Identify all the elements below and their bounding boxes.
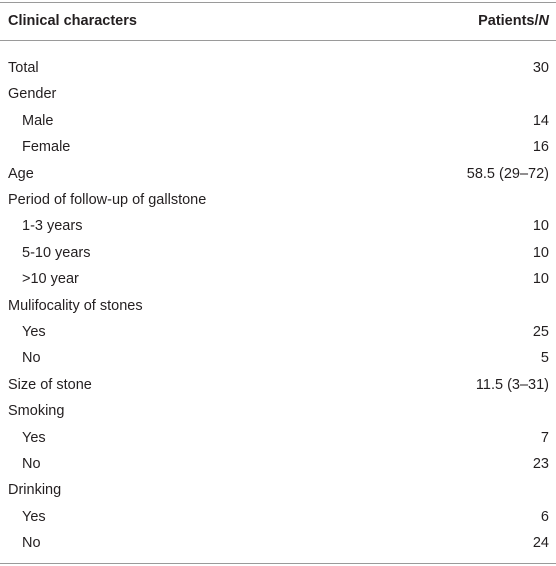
row-value: 16 (532, 139, 549, 156)
row-value: 10 (532, 218, 549, 235)
sub-row-label: Yes (22, 508, 46, 525)
sub-row-label: 1-3 years (22, 218, 83, 235)
row-value: 11.5 (3–31) (475, 376, 549, 393)
sub-row-label: No (22, 350, 41, 367)
row-label: Period of follow-up of gallstone (8, 192, 207, 208)
row-label: Smoking (8, 403, 65, 420)
row-value: 25 (532, 324, 549, 340)
row-value: 5 (540, 350, 549, 367)
sub-row-label: No (22, 456, 41, 472)
row-label: Mulifocality of stones (8, 297, 143, 314)
sub-row-label: Female (22, 139, 71, 156)
row-label: Gender (8, 86, 57, 103)
header-value: Patients/N (478, 12, 549, 30)
row-value: 58.5 (29–72) (466, 165, 549, 182)
sub-row-label: 5-10 years (22, 244, 91, 261)
row-value: 23 (532, 456, 549, 472)
bottom-rule (0, 563, 556, 564)
row-value: 6 (540, 508, 549, 525)
row-value: 10 (532, 271, 549, 288)
header-value-text: Patients/ (478, 13, 539, 29)
row-label: Drinking (8, 482, 62, 499)
sub-row-label: Yes (22, 429, 46, 446)
sub-row-label: >10 year (22, 271, 79, 288)
header-label: Clinical characters (8, 13, 137, 29)
top-rule (0, 2, 556, 3)
header-rule (0, 40, 556, 41)
row-value: 14 (532, 112, 549, 129)
row-label: Total (8, 60, 39, 76)
header-value-italic: N (538, 13, 549, 29)
sub-row-label: Yes (22, 324, 46, 340)
row-label: Age (8, 165, 34, 182)
row-value: 24 (532, 535, 549, 552)
row-value: 10 (532, 244, 549, 261)
row-value: 30 (532, 60, 549, 76)
sub-row-label: No (22, 535, 41, 552)
sub-row-label: Male (22, 112, 54, 129)
row-label: Size of stone (8, 376, 92, 393)
row-value: 7 (540, 429, 549, 446)
